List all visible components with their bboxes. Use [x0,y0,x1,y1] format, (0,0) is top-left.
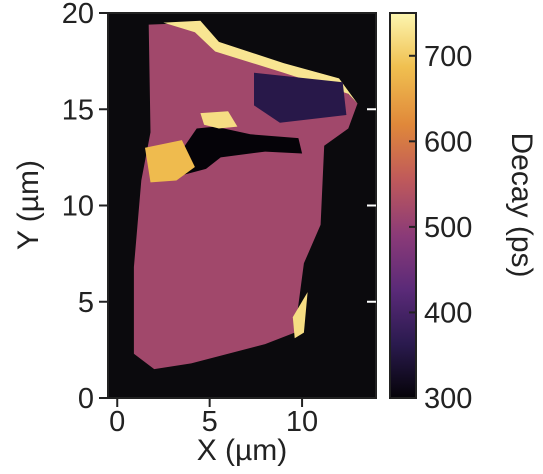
colorbar-gradient [389,12,417,399]
y-axis-label: Y (µm) [12,160,45,250]
colorbar-tick-label: 400 [424,297,472,329]
colorbar-tick-label: 500 [424,212,472,244]
x-tick-label: 0 [109,406,125,438]
colorbar: 300 400 500 600 700 [389,12,472,415]
colorbar-label: Decay (ps) [505,132,538,277]
heatmap-regions [133,20,358,370]
y-tick-label: 15 [62,94,94,126]
x-axis-label: X (µm) [197,434,288,467]
heatmap-region-bright-ring [200,111,238,129]
y-tick-label: 5 [78,287,94,319]
y-tick-label: 10 [62,191,94,223]
heatmap-region-bright-edge [163,20,358,104]
y-tick-label: 20 [62,0,94,30]
heatmap-region-dark-top-band [254,72,347,123]
colorbar-tick-label: 700 [424,41,472,73]
x-tick-label: 10 [286,406,318,438]
heatmap-region-bright-left-patch [145,140,195,183]
plot-area: 0 5 10 0 5 10 15 20 [62,0,377,438]
heatmap-region-bright-right-edge [292,292,308,339]
x-tick-label: 5 [202,406,218,438]
y-tick-label: 0 [78,383,94,415]
colorbar-tick-label: 600 [424,126,472,158]
y-axis-ticks: 0 5 10 15 20 [62,0,376,415]
colorbar-ticks: 300 400 500 600 700 [409,41,472,415]
heatmap-region-dark-void [178,126,303,175]
colorbar-tick-label: 300 [424,383,472,415]
x-axis-ticks: 0 5 10 [109,12,318,438]
